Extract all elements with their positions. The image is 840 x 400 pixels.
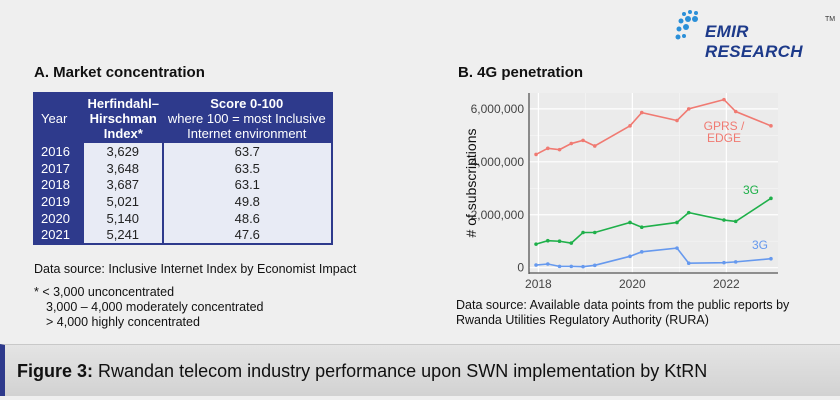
cell-hhi: 5,021 xyxy=(84,193,163,211)
data-point xyxy=(675,220,679,225)
series-label-3g-blue: 3G xyxy=(752,238,768,252)
4g-penetration-chart: 2018 2020 2022 0 2,000,000 4,000,000 6,000,000… xyxy=(463,93,778,291)
y-tick-label: 2,000,000 xyxy=(471,208,525,222)
table-row: 2019 5,021 49.8 xyxy=(34,193,332,211)
data-point xyxy=(569,141,574,146)
cell-hhi: 3,687 xyxy=(84,176,163,194)
data-point xyxy=(722,97,726,102)
table-row: 2021 5,241 47.6 xyxy=(34,226,332,244)
cell-hhi: 3,629 xyxy=(84,143,163,160)
data-point xyxy=(769,256,773,261)
data-point xyxy=(628,220,632,225)
y-axis-label: # of subscriptions xyxy=(463,129,479,238)
section-a-source: Data source: Inclusive Internet Index by… xyxy=(34,262,357,276)
cell-score: 48.6 xyxy=(161,210,332,227)
cell-score: 63.1 xyxy=(161,176,332,194)
header-hhi: Herfindahl– Hirschman Index* xyxy=(84,93,163,143)
market-concentration-table: Year Herfindahl– Hirschman Index* Score 0-… xyxy=(33,92,333,245)
series-label-gprs-edge: GPRS / xyxy=(704,119,745,133)
y-tick-label: 4,000,000 xyxy=(471,155,525,169)
data-point xyxy=(722,218,726,222)
x-tick-label: 2018 xyxy=(525,277,552,291)
data-point xyxy=(675,246,679,250)
data-point xyxy=(686,261,691,266)
data-point xyxy=(545,262,550,266)
data-point xyxy=(545,146,550,151)
logo-dots-icon xyxy=(675,10,698,40)
table-row: 2017 3,648 63.5 xyxy=(34,159,332,177)
data-point xyxy=(686,210,691,215)
cell-year: 2018 xyxy=(34,176,84,194)
data-point xyxy=(722,260,726,265)
data-point xyxy=(581,138,585,143)
table-row: 2018 3,687 63.1 xyxy=(34,176,332,194)
cell-hhi: 5,241 xyxy=(84,226,163,244)
cell-year: 2017 xyxy=(34,159,84,177)
figure-caption: Figure 3: Rwandan telecom industry perfo… xyxy=(0,344,840,396)
data-point xyxy=(534,242,538,246)
data-point xyxy=(628,124,632,128)
data-point xyxy=(769,196,773,201)
cell-hhi: 5,140 xyxy=(84,210,163,227)
table-header-row: Year Herfindahl– Hirschman Index* Score 0-… xyxy=(34,93,332,143)
data-point xyxy=(675,118,679,123)
section-b-title: B. 4G penetration xyxy=(458,64,584,81)
data-point xyxy=(592,230,597,235)
cell-hhi: 3,648 xyxy=(84,159,163,177)
data-point xyxy=(733,219,738,224)
data-point xyxy=(639,110,644,115)
cell-year: 2020 xyxy=(34,210,84,227)
data-point xyxy=(733,109,738,114)
cell-score: 63.5 xyxy=(161,159,332,177)
cell-year: 2016 xyxy=(34,143,84,160)
y-tick-label: 6,000,000 xyxy=(471,102,525,116)
table-row: 2016 3,629 63.7 xyxy=(34,143,332,160)
data-point xyxy=(557,239,562,244)
cell-score: 49.8 xyxy=(161,193,332,211)
cell-year: 2021 xyxy=(34,226,84,244)
cell-score: 47.6 xyxy=(161,226,332,244)
data-point xyxy=(639,250,644,254)
data-point xyxy=(534,263,538,267)
header-score: Score 0-100 where 100 = most Inclusive Int… xyxy=(162,93,332,143)
data-point xyxy=(581,264,585,269)
table-row: 2020 5,140 48.6 xyxy=(34,210,332,227)
data-point xyxy=(639,225,644,230)
x-tick-label: 2020 xyxy=(619,277,646,291)
series-label-3g-green: 3G xyxy=(743,183,759,197)
data-point xyxy=(569,241,574,245)
cell-year: 2019 xyxy=(34,193,84,211)
emir-research-logo: EMIR RESEARCH TM xyxy=(672,8,837,61)
data-point xyxy=(733,260,738,264)
section-b-source: Data source: Available data points from … xyxy=(456,298,790,327)
y-tick-label: 0 xyxy=(517,261,524,275)
cell-score: 63.7 xyxy=(161,143,332,160)
x-tick-label: 2022 xyxy=(713,277,740,291)
data-point xyxy=(592,263,597,268)
data-point xyxy=(534,152,538,157)
data-point xyxy=(557,264,562,269)
data-point xyxy=(545,238,550,243)
data-point xyxy=(581,230,585,235)
header-year: Year xyxy=(34,93,84,143)
data-point xyxy=(569,264,574,269)
section-a-title: A. Market concentration xyxy=(34,64,205,81)
data-point xyxy=(592,144,597,148)
footnote: * < 3,000 unconcentrated 3,000 – 4,000 m… xyxy=(34,285,264,329)
data-point xyxy=(686,107,691,111)
data-point xyxy=(628,254,632,259)
data-point xyxy=(769,124,773,128)
series-label-gprs-edge-line2: EDGE xyxy=(707,131,741,145)
data-point xyxy=(557,147,562,152)
